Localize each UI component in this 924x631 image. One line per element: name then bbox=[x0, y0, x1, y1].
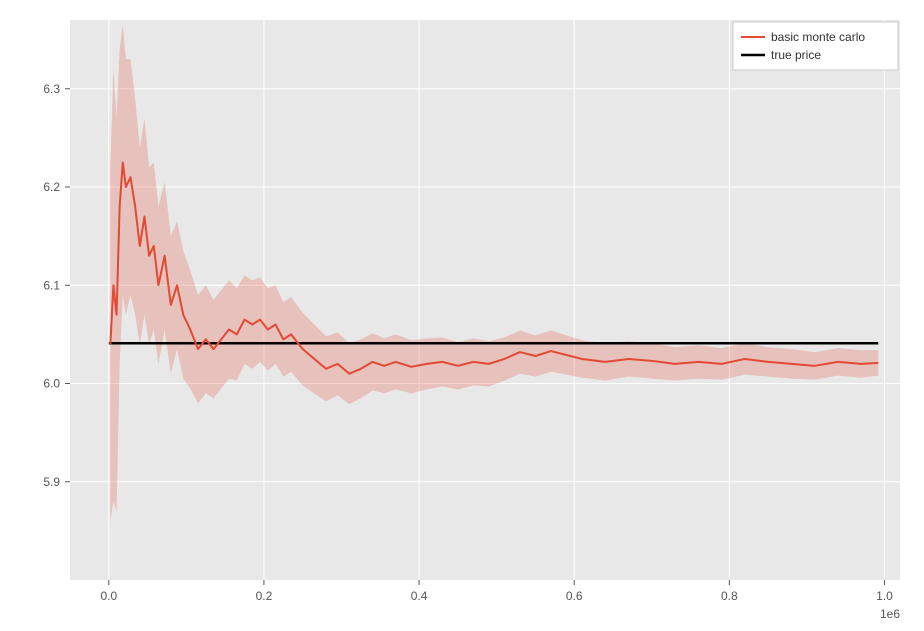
legend-label: basic monte carlo bbox=[771, 30, 865, 44]
legend-label: true price bbox=[771, 48, 821, 62]
x-exponent-label: 1e6 bbox=[880, 607, 900, 621]
y-tick-label: 6.1 bbox=[43, 278, 60, 292]
x-tick-label: 0.4 bbox=[411, 589, 428, 603]
legend: basic monte carlo true price bbox=[733, 22, 898, 70]
y-tick-label: 6.0 bbox=[43, 377, 60, 391]
chart-container: 0.0 0.2 0.4 0.6 0.8 1.0 5.9 6.0 6.1 6.2 6.3 1e6 basi… bbox=[0, 0, 924, 631]
x-tick-label: 1.0 bbox=[876, 589, 893, 603]
y-tick-label: 6.3 bbox=[43, 82, 60, 96]
monte-carlo-chart: 0.0 0.2 0.4 0.6 0.8 1.0 5.9 6.0 6.1 6.2 6.3 1e6 basi… bbox=[0, 0, 924, 631]
y-tick-label: 5.9 bbox=[43, 475, 60, 489]
x-tick-label: 0.6 bbox=[566, 589, 583, 603]
x-tick-label: 0.0 bbox=[100, 589, 117, 603]
x-tick-label: 0.8 bbox=[721, 589, 738, 603]
x-tick-label: 0.2 bbox=[256, 589, 273, 603]
y-tick-label: 6.2 bbox=[43, 180, 60, 194]
